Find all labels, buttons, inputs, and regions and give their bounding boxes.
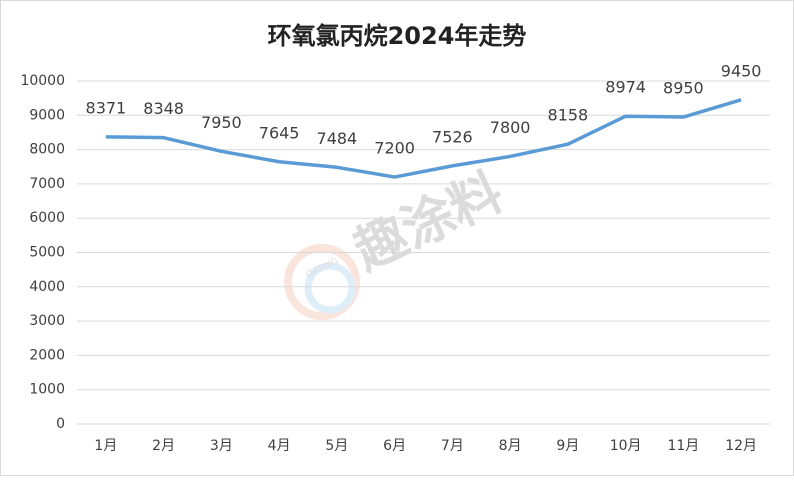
x-tick-label: 4月 <box>268 438 291 454</box>
x-tick-label: 6月 <box>383 438 406 454</box>
data-label: 7645 <box>259 123 300 142</box>
line-series <box>105 98 742 179</box>
data-label: 8371 <box>86 98 127 117</box>
x-tick-label: 12月 <box>725 438 757 454</box>
data-label: 8950 <box>663 79 704 98</box>
y-tick-label: 6000 <box>29 210 65 226</box>
y-tick-label: 3000 <box>29 313 65 329</box>
x-tick-label: 3月 <box>210 438 233 454</box>
y-tick-label: 5000 <box>29 245 65 261</box>
data-label: 7526 <box>432 127 473 146</box>
data-label: 8974 <box>605 78 646 97</box>
watermark-logo-ring <box>304 262 356 314</box>
data-label: 8158 <box>548 106 589 125</box>
chart-title: 环氧氯丙烷2024年走势 <box>268 22 527 50</box>
x-tick-label: 8月 <box>499 438 522 454</box>
y-tick-label: 10000 <box>20 73 65 89</box>
data-label: 7200 <box>374 139 415 158</box>
data-label: 7484 <box>317 129 358 148</box>
data-label: 7950 <box>201 113 242 132</box>
y-tick-label: 2000 <box>29 347 65 363</box>
x-tick-label: 9月 <box>556 438 579 454</box>
x-tick-label: 7月 <box>441 438 464 454</box>
data-label: 8348 <box>143 99 184 118</box>
watermark-logo-ring <box>284 244 360 320</box>
x-tick-label: 1月 <box>94 438 117 454</box>
y-tick-label: 0 <box>56 416 65 432</box>
x-tick-label: 11月 <box>667 438 699 454</box>
y-tick-label: 8000 <box>29 142 65 158</box>
x-tick-label: 2月 <box>152 438 175 454</box>
y-tick-label: 7000 <box>29 176 65 192</box>
x-tick-label: 5月 <box>325 438 348 454</box>
y-tick-label: 4000 <box>29 279 65 295</box>
y-tick-label: 9000 <box>29 107 65 123</box>
y-tick-label: 1000 <box>29 382 65 398</box>
data-label: 9450 <box>721 61 762 80</box>
data-label: 7800 <box>490 118 531 137</box>
x-tick-label: 10月 <box>610 438 642 454</box>
